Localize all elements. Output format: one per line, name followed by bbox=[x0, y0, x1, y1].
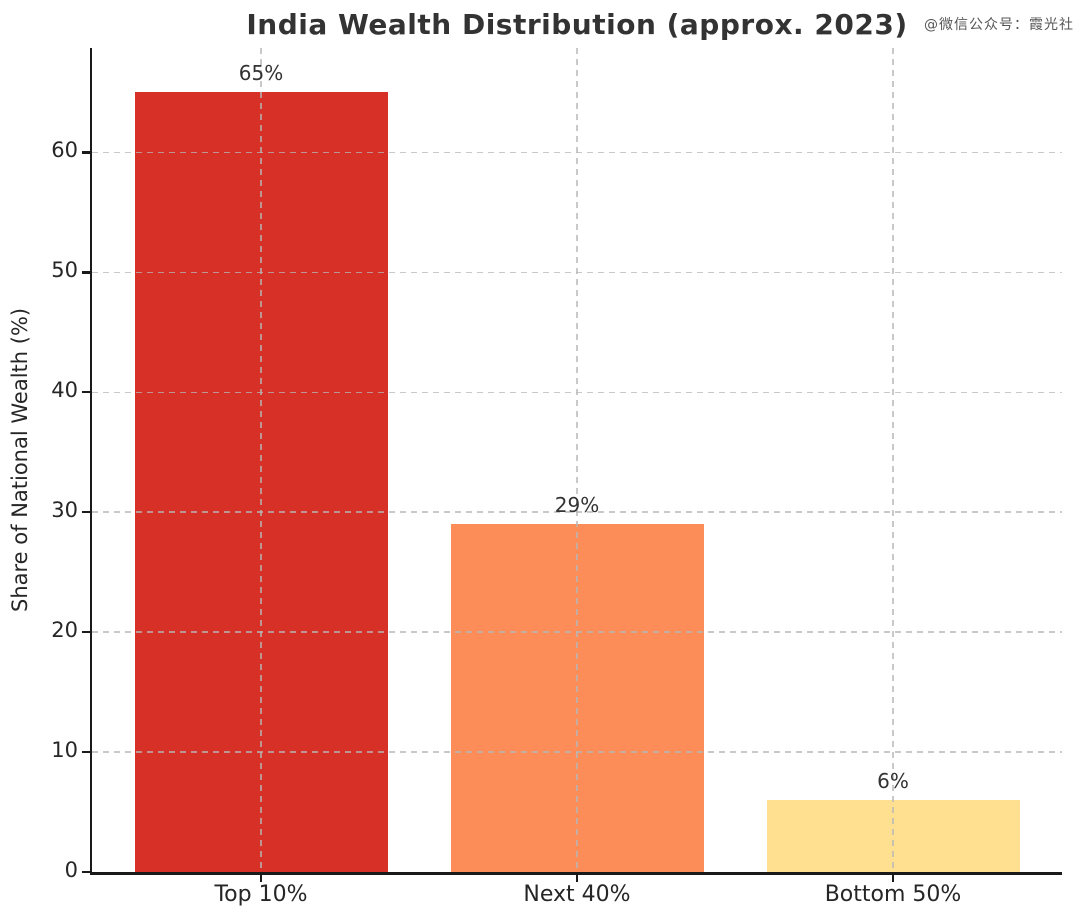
y-tick-label: 50 bbox=[51, 258, 78, 283]
chart-title: India Wealth Distribution (approx. 2023) bbox=[246, 8, 908, 41]
x-tick-label: Bottom 50% bbox=[824, 882, 962, 907]
bar-value-label: 6% bbox=[877, 769, 909, 794]
x-tick bbox=[891, 872, 895, 882]
y-axis-spine bbox=[89, 48, 92, 875]
x-tick-label: Next 40% bbox=[523, 882, 631, 907]
y-tick bbox=[82, 630, 92, 634]
x-tick bbox=[575, 872, 579, 882]
x-tick bbox=[259, 872, 263, 882]
y-tick-label: 10 bbox=[51, 738, 78, 763]
bar-value-label: 65% bbox=[238, 61, 284, 86]
y-tick bbox=[82, 870, 92, 874]
y-tick-label: 20 bbox=[51, 618, 78, 643]
y-tick-label: 40 bbox=[51, 378, 78, 403]
gridline-v bbox=[260, 48, 262, 872]
y-tick-label: 0 bbox=[64, 858, 78, 882]
y-tick bbox=[82, 750, 92, 754]
bar-value-label: 29% bbox=[554, 493, 600, 518]
gridline-v bbox=[892, 48, 894, 872]
y-tick bbox=[82, 271, 92, 274]
y-tick-label: 30 bbox=[51, 498, 78, 523]
y-tick bbox=[82, 390, 92, 394]
y-tick-label: 60 bbox=[51, 138, 78, 163]
x-tick-label: Top 10% bbox=[214, 882, 308, 907]
y-tick bbox=[82, 151, 92, 154]
x-axis-spine bbox=[89, 872, 1062, 875]
y-tick bbox=[82, 510, 92, 514]
watermark: @微信公众号：霞光社 bbox=[924, 17, 1074, 33]
gridline-v bbox=[576, 48, 578, 872]
